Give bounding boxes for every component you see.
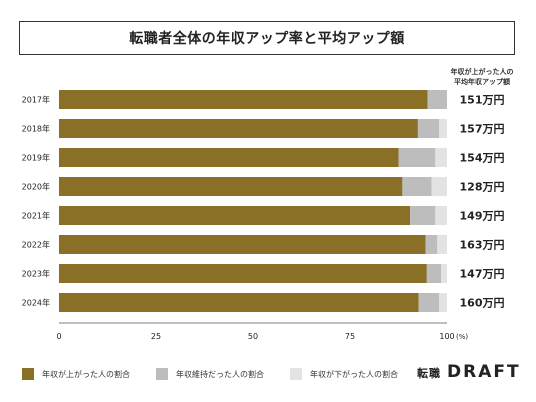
legend-swatch-up — [22, 368, 34, 380]
bar-segment-same — [410, 206, 436, 225]
chart-title-box: 転職者全体の年収アップ率と平均アップ額 — [19, 21, 515, 55]
category-label: 2022年 — [22, 240, 50, 250]
chart-title: 転職者全体の年収アップ率と平均アップ額 — [129, 31, 405, 47]
avg-increase-label: 154万円 — [460, 152, 505, 165]
avg-increase-label: 163万円 — [460, 239, 505, 252]
bar-segment-up — [59, 235, 426, 254]
category-label: 2023年 — [22, 269, 50, 279]
legend-item-up: 年収が上がった人の割合 — [22, 368, 130, 380]
bar-segment-up — [59, 293, 419, 312]
x-tick-label: 50 — [248, 332, 258, 341]
bar-segment-down — [437, 235, 447, 254]
x-axis-unit: (%) — [456, 333, 468, 341]
bar-segment-down — [431, 177, 447, 196]
category-label: 2024年 — [22, 298, 50, 308]
legend-swatch-same — [156, 368, 168, 380]
brand-logo: 転職 DRAFT — [417, 362, 521, 384]
legend: 年収が上がった人の割合 年収維持だった人の割合 年収が下がった人の割合 — [22, 366, 424, 382]
avg-increase-label: 149万円 — [460, 210, 505, 223]
x-tick-label: 25 — [151, 332, 161, 341]
bar-segment-same — [426, 264, 442, 283]
avg-increase-label: 128万円 — [460, 181, 505, 194]
bar-segment-up — [59, 90, 428, 109]
legend-label-same: 年収維持だった人の割合 — [176, 369, 264, 379]
bar-segment-down — [439, 293, 447, 312]
x-tick-label: 0 — [56, 332, 61, 341]
bar-segment-same — [398, 148, 436, 167]
bar-segment-same — [427, 90, 447, 109]
avg-increase-label: 160万円 — [460, 297, 505, 310]
bar-segment-same — [425, 235, 438, 254]
brand-logo-en: DRAFT — [447, 362, 521, 382]
avg-increase-label: 147万円 — [460, 268, 505, 281]
bar-segment-up — [59, 206, 411, 225]
bar-segment-same — [417, 119, 440, 138]
x-tick-label: 75 — [345, 332, 355, 341]
category-label: 2018年 — [22, 124, 50, 134]
category-label: 2017年 — [22, 95, 50, 105]
bar-segment-up — [59, 177, 403, 196]
category-label: 2020年 — [22, 182, 50, 192]
legend-swatch-down — [290, 368, 302, 380]
bar-segment-down — [435, 206, 447, 225]
legend-item-same: 年収維持だった人の割合 — [156, 368, 264, 380]
bar-segment-up — [59, 148, 399, 167]
bar-segment-down — [441, 264, 447, 283]
right-header-line: 平均年収アップ額 — [454, 77, 510, 86]
category-label: 2021年 — [22, 211, 50, 221]
legend-label-up: 年収が上がった人の割合 — [42, 369, 130, 379]
bar-segment-down — [435, 148, 447, 167]
brand-logo-jp: 転職 — [417, 367, 441, 380]
avg-increase-label: 151万円 — [460, 94, 505, 107]
bar-segment-up — [59, 119, 418, 138]
x-tick-label: 100 — [439, 332, 454, 341]
bar-segment-same — [402, 177, 432, 196]
right-header-line: 年収が上がった人の — [451, 67, 514, 76]
bar-segment-same — [418, 293, 440, 312]
legend-item-down: 年収が下がった人の割合 — [290, 368, 398, 380]
category-label: 2019年 — [22, 153, 50, 163]
bar-segment-down — [439, 119, 447, 138]
bar-segment-up — [59, 264, 427, 283]
avg-increase-label: 157万円 — [460, 123, 505, 136]
legend-label-down: 年収が下がった人の割合 — [310, 369, 398, 379]
